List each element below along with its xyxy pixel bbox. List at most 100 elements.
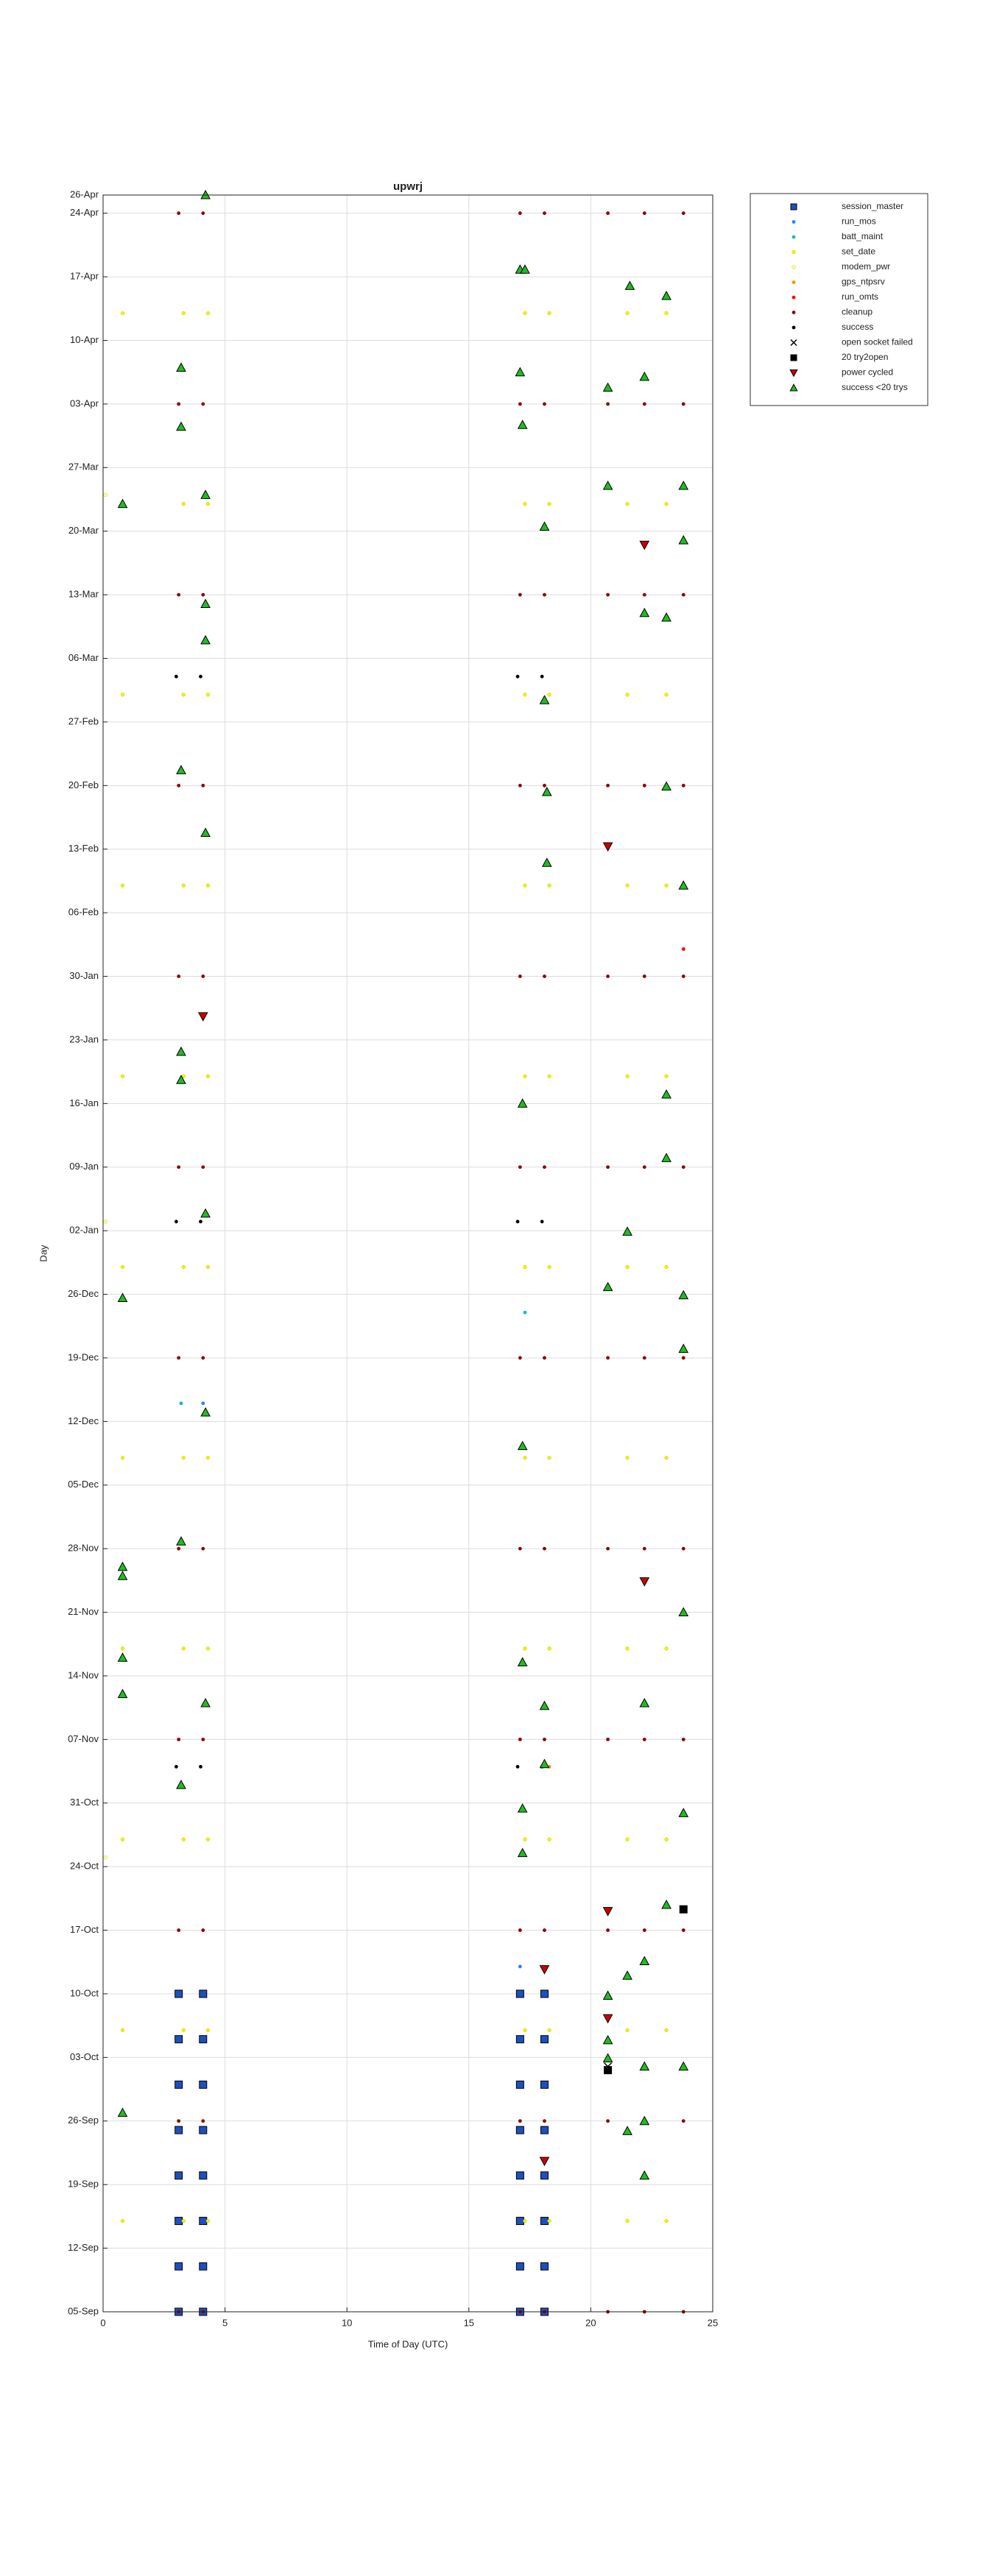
- marker-dot: [199, 674, 202, 679]
- marker-dot: [177, 783, 181, 788]
- marker-square: [540, 2080, 549, 2089]
- marker-dot: [518, 783, 522, 788]
- marker-dot: [205, 2218, 211, 2223]
- marker-square: [199, 2126, 208, 2134]
- marker-square: [175, 1989, 183, 1998]
- marker-dot: [518, 1928, 522, 1932]
- legend-box: [750, 193, 928, 406]
- marker-square: [790, 203, 797, 210]
- marker-square: [515, 2080, 524, 2089]
- marker-dot: [642, 211, 646, 216]
- marker-triangle: [517, 1098, 528, 1108]
- marker-square: [515, 2262, 524, 2271]
- marker-dot: [201, 211, 205, 216]
- marker-triangle: [539, 1700, 550, 1710]
- marker-dot: [201, 1737, 205, 1741]
- marker-dot: [181, 1456, 186, 1460]
- marker-dot: [205, 1837, 211, 1841]
- marker-dot: [625, 2028, 630, 2033]
- marker-dot: [664, 2218, 669, 2223]
- marker-dot: [205, 502, 211, 506]
- y-tick-label: 05-Dec: [68, 1479, 99, 1490]
- marker-dot: [642, 1356, 646, 1360]
- marker-triangle: [200, 489, 211, 499]
- marker-dot: [515, 1220, 520, 1224]
- legend-label: open socket failed: [842, 337, 913, 347]
- marker-dot: [120, 1837, 125, 1841]
- series: [604, 1905, 688, 2075]
- x-axis-label: Time of Day (UTC): [368, 2338, 448, 2349]
- series: [120, 311, 669, 2223]
- marker-dot: [177, 1737, 181, 1741]
- marker-square: [199, 2035, 208, 2044]
- marker-dot: [606, 974, 610, 978]
- y-tick-label: 26-Apr: [70, 188, 99, 199]
- marker-triangle: [678, 880, 689, 890]
- marker-dot: [664, 883, 669, 888]
- marker-dot: [664, 693, 669, 697]
- marker-dot: [201, 1356, 205, 1360]
- marker-triangle: [661, 1153, 672, 1162]
- marker-dot: [625, 1074, 630, 1078]
- marker-dot: [201, 592, 205, 597]
- marker-square: [175, 2035, 183, 2044]
- marker-dot: [205, 311, 211, 316]
- legend-label: power cycled: [842, 367, 893, 378]
- y-tick-label: 07-Nov: [68, 1733, 99, 1744]
- marker-triangle: [678, 2061, 689, 2071]
- marker-dot: [518, 592, 522, 597]
- marker-dot: [681, 1928, 685, 1932]
- y-tick-label: 05-Sep: [68, 2305, 99, 2316]
- y-tick-label: 13-Mar: [68, 589, 99, 600]
- marker-dot: [625, 2218, 630, 2223]
- marker-dot: [174, 1764, 178, 1769]
- marker-dot: [201, 1546, 205, 1551]
- y-tick-label: 31-Oct: [70, 1797, 99, 1808]
- marker-triangle: [117, 1652, 128, 1662]
- marker-dot: [547, 1646, 551, 1651]
- marker-dot: [177, 1165, 181, 1170]
- marker-dot: [518, 1356, 522, 1360]
- marker-triangle: [515, 367, 526, 377]
- marker-dot: [103, 1855, 107, 1860]
- marker-dot: [174, 1220, 178, 1224]
- marker-dot: [199, 1220, 202, 1224]
- marker-dot: [543, 1356, 546, 1360]
- marker-dot: [523, 1310, 527, 1314]
- marker-square: [515, 2035, 524, 2044]
- marker-dot: [518, 1737, 522, 1741]
- legend-label: session_master: [842, 201, 903, 211]
- series: [117, 189, 689, 2180]
- y-tick-label: 19-Dec: [68, 1351, 99, 1362]
- x-tick-label: 25: [708, 2317, 718, 2328]
- marker-dot: [199, 1764, 202, 1769]
- marker-dot: [547, 2028, 551, 2033]
- marker-square: [199, 1989, 208, 1998]
- marker-dot: [792, 265, 796, 269]
- marker-dot: [523, 502, 527, 506]
- chart-title: upwrj: [393, 180, 423, 193]
- legend-label: cleanup: [842, 307, 873, 317]
- marker-dot: [547, 1837, 551, 1841]
- marker-triangle: [200, 827, 211, 837]
- y-tick-label: 20-Mar: [68, 525, 99, 536]
- marker-dot: [518, 1546, 522, 1551]
- marker-dot: [515, 674, 520, 679]
- marker-dot: [120, 2028, 125, 2033]
- marker-dot: [547, 883, 551, 888]
- series: [197, 540, 650, 2167]
- plot-frame: [102, 194, 713, 2313]
- marker-triangle: [176, 1046, 186, 1056]
- marker-dot: [642, 402, 646, 406]
- marker-triangle: [176, 1536, 186, 1546]
- marker-triangle: [639, 1697, 650, 1708]
- x-tick-label: 15: [464, 2317, 474, 2328]
- marker-dot: [543, 974, 546, 978]
- marker-triangle: [117, 1561, 128, 1571]
- marker-dot: [523, 693, 527, 697]
- marker-dot: [681, 974, 685, 978]
- marker-dot: [518, 974, 522, 978]
- y-tick-label: 03-Apr: [70, 397, 99, 408]
- marker-square: [175, 2126, 183, 2134]
- series: [177, 211, 685, 2314]
